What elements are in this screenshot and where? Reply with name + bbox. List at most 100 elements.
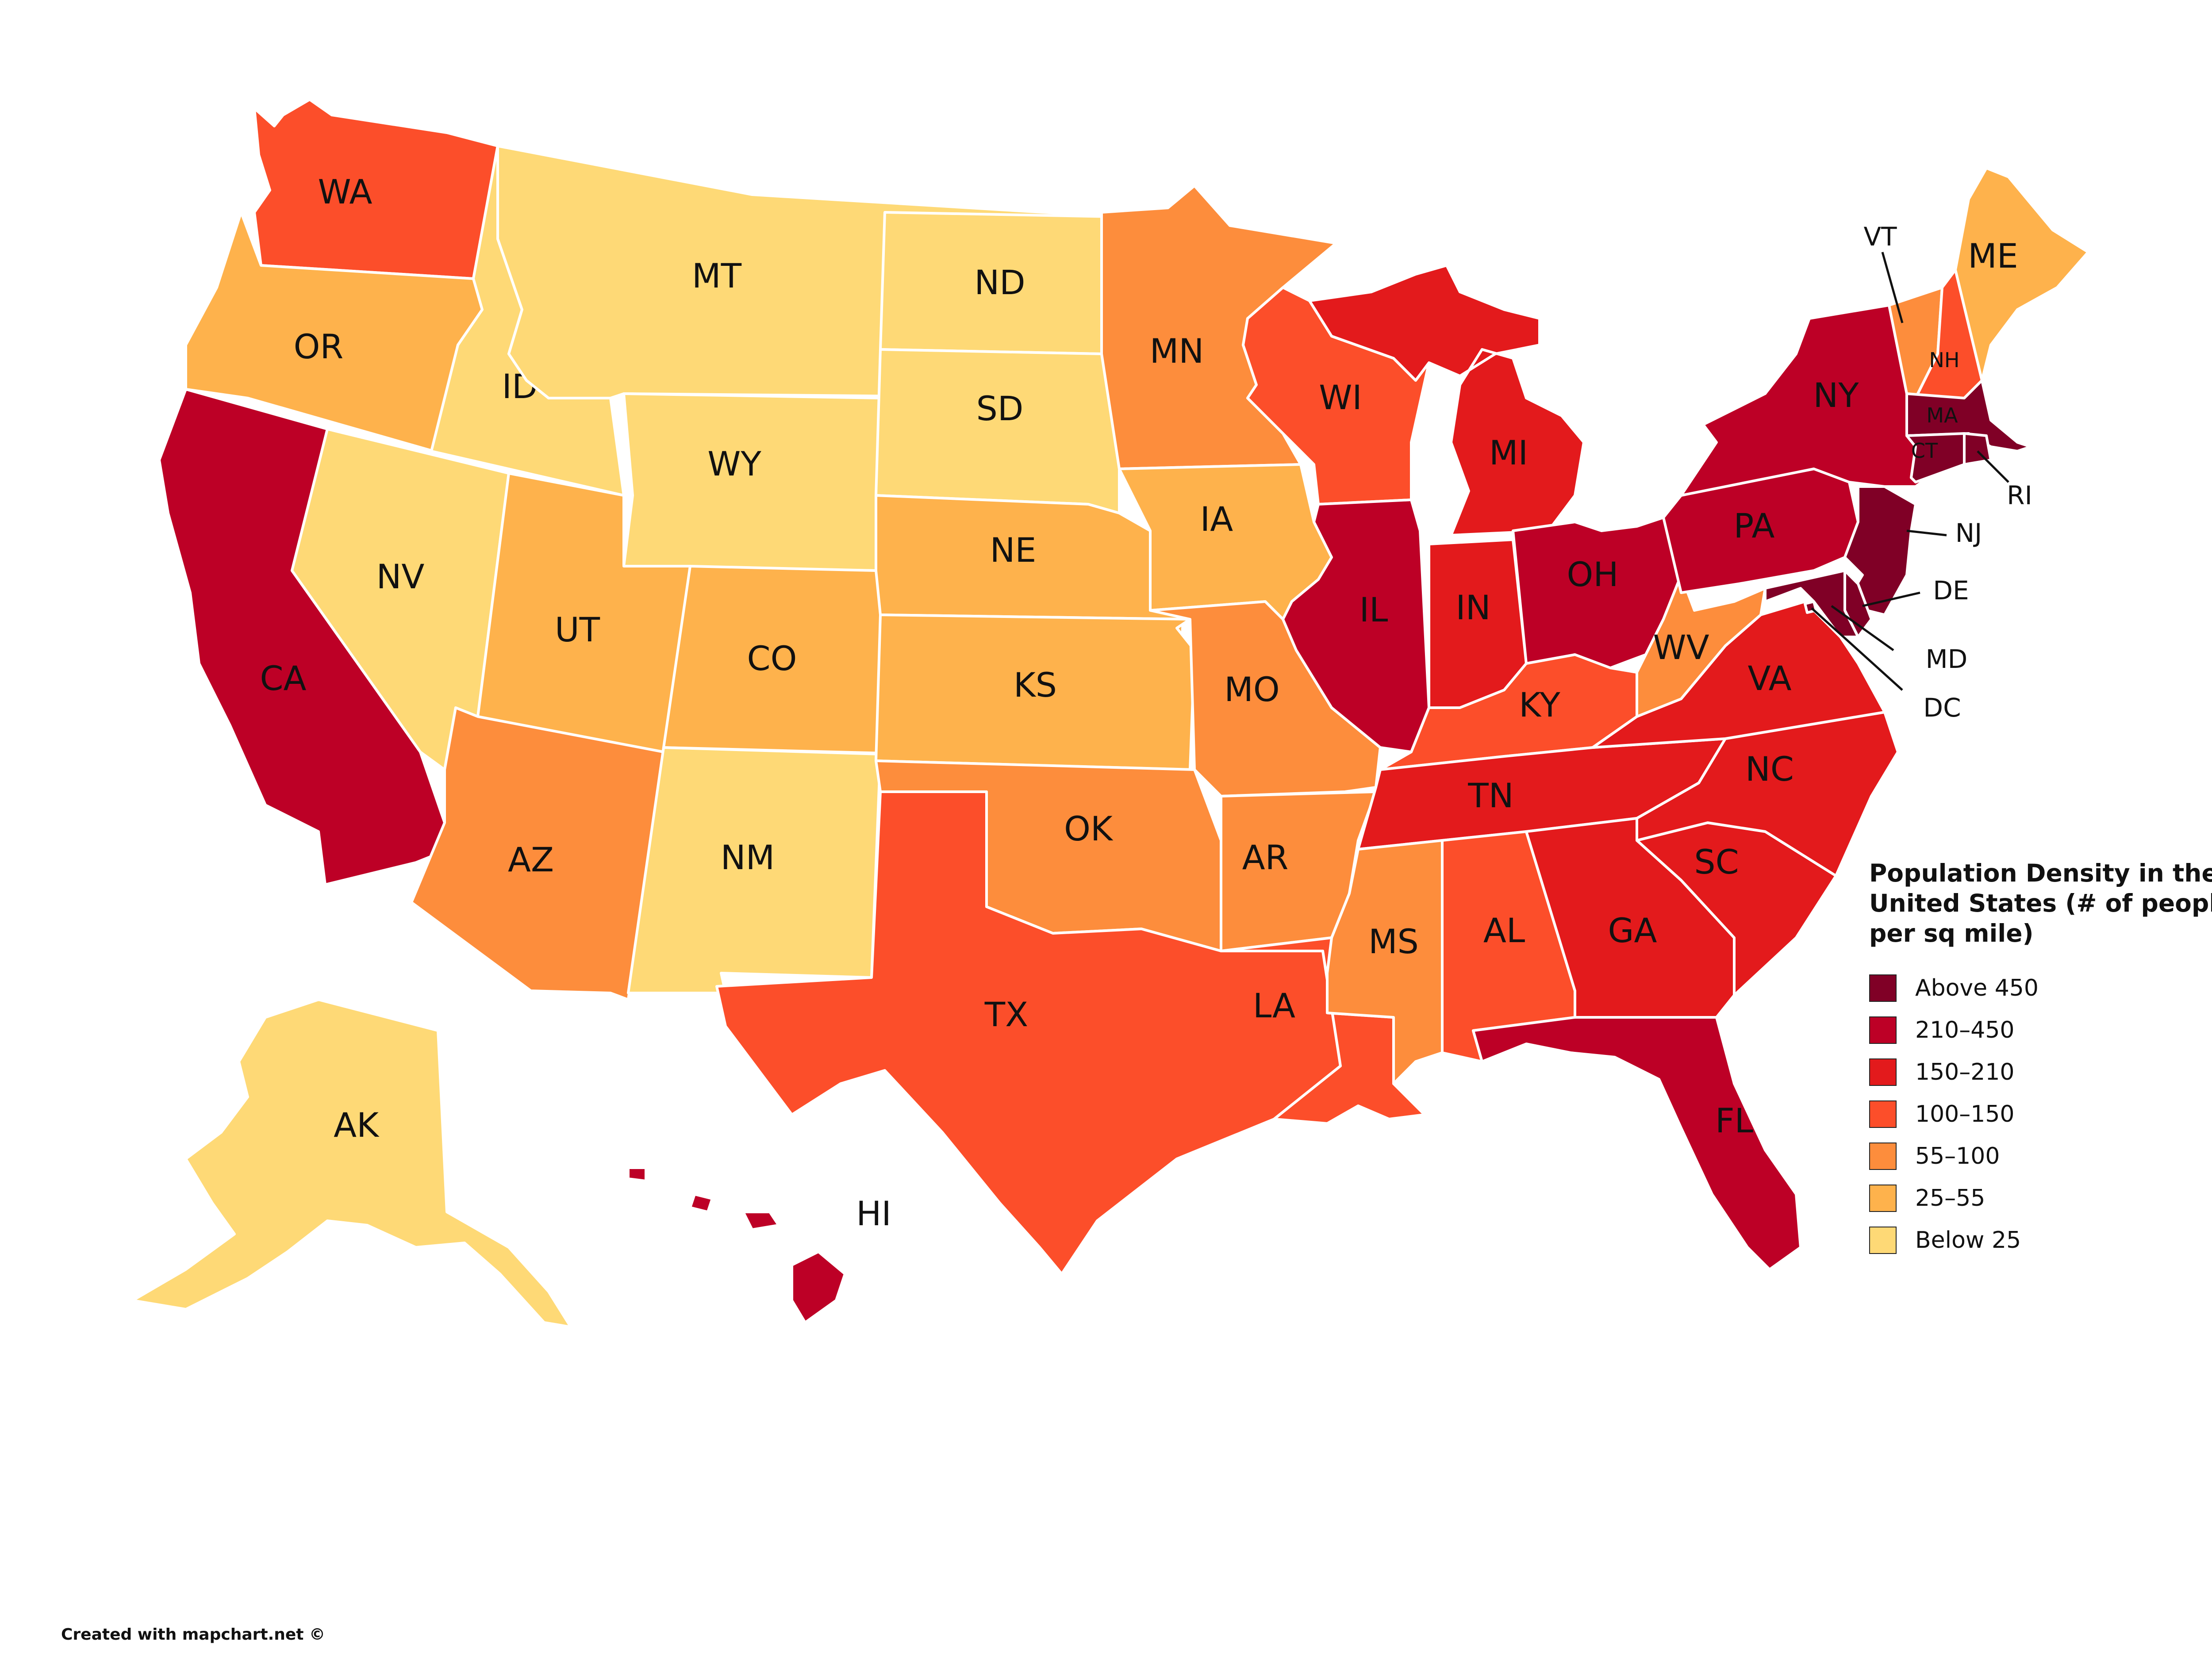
- state-in[interactable]: IN: [1428, 538, 1528, 709]
- state-co-label: CO: [747, 639, 797, 678]
- state-ak-shape: [131, 998, 572, 1328]
- state-md-label: MD: [1926, 644, 1968, 674]
- state-ms-label: MS: [1368, 922, 1419, 961]
- callout-vt: VT: [1863, 222, 1904, 323]
- state-ne-label: NE: [990, 530, 1037, 570]
- state-wi[interactable]: WI: [1242, 286, 1430, 506]
- state-nc[interactable]: NC: [1636, 711, 1899, 877]
- legend-title: Population Density in the United States …: [1869, 859, 2212, 947]
- state-tn-label: TN: [1467, 776, 1513, 815]
- state-ky-label: KY: [1519, 685, 1560, 725]
- state-dc-label: DC: [1923, 693, 1961, 723]
- state-ct[interactable]: CT: [1905, 432, 1966, 483]
- state-nm-label: NM: [721, 838, 775, 877]
- leader-ri: [1977, 450, 2009, 483]
- state-mi-label: MI: [1489, 433, 1528, 472]
- legend-label: 55–100: [1915, 1143, 2000, 1169]
- state-nd[interactable]: ND: [879, 211, 1116, 355]
- state-wa[interactable]: WA: [253, 98, 499, 280]
- state-nj-label: NJ: [1955, 518, 1982, 548]
- legend-swatch: [1869, 1142, 1897, 1170]
- state-wv-shape: [1636, 574, 1767, 718]
- state-hi-shape: [627, 1166, 846, 1324]
- state-mt-label: MT: [692, 256, 742, 295]
- state-mo[interactable]: MO: [1149, 600, 1382, 797]
- state-wa-label: WA: [318, 172, 373, 211]
- state-fl[interactable]: FL: [1472, 1016, 1802, 1271]
- state-me-shape: [1954, 167, 2089, 382]
- state-me-label: ME: [1968, 236, 2018, 276]
- state-wy[interactable]: WY: [622, 392, 882, 572]
- state-in-label: IN: [1455, 588, 1490, 627]
- state-wi-label: WI: [1319, 378, 1362, 417]
- state-mi-shape: [1308, 264, 1585, 537]
- state-az-label: AZ: [508, 840, 554, 879]
- state-la-label: LA: [1253, 986, 1295, 1025]
- state-sd[interactable]: SD: [875, 348, 1121, 514]
- callout-dc: DC: [1811, 607, 1961, 723]
- leader-nj: [1906, 529, 1947, 537]
- state-il[interactable]: IL: [1282, 498, 1430, 753]
- state-mn-label: MN: [1150, 331, 1204, 371]
- state-ut-label: UT: [555, 610, 600, 649]
- legend-item: Above 450: [1869, 967, 2212, 1009]
- state-vt-label: VT: [1863, 222, 1897, 252]
- state-ri-label: RI: [2007, 480, 2032, 510]
- state-fl-label: FL: [1715, 1101, 1753, 1140]
- state-ak[interactable]: AK: [131, 998, 572, 1328]
- state-ks[interactable]: KS: [875, 613, 1196, 771]
- state-nj[interactable]: [1843, 485, 1917, 616]
- state-ne[interactable]: NE: [875, 494, 1191, 621]
- state-de-label: DE: [1933, 575, 1969, 606]
- state-wv[interactable]: WV: [1636, 574, 1767, 718]
- state-ok-label: OK: [1064, 809, 1114, 848]
- state-sd-label: SD: [976, 389, 1024, 428]
- leader-md: [1831, 605, 1894, 652]
- legend-label: Below 25: [1915, 1227, 2021, 1254]
- state-il-label: IL: [1359, 590, 1388, 629]
- legend-label: 210–450: [1915, 1016, 2015, 1043]
- state-sc[interactable]: SC: [1636, 821, 1837, 997]
- map-legend: Population Density in the United States …: [1869, 858, 2212, 1261]
- state-va-label: VA: [1747, 659, 1791, 698]
- legend-item: 150–210: [1869, 1051, 2212, 1093]
- state-tx-label: TX: [984, 995, 1029, 1034]
- state-oh-label: OH: [1567, 555, 1619, 594]
- state-ga-label: GA: [1608, 911, 1657, 950]
- state-il-shape: [1282, 498, 1430, 753]
- state-mo-shape: [1149, 600, 1382, 797]
- state-nv-label: NV: [376, 557, 425, 596]
- state-mi[interactable]: MI: [1308, 264, 1585, 537]
- state-al[interactable]: AL: [1441, 830, 1576, 1063]
- state-nj-shape: [1843, 485, 1917, 616]
- legend-item: 210–450: [1869, 1009, 2212, 1051]
- legend-item: 100–150: [1869, 1093, 2212, 1135]
- state-ct-label: CT: [1911, 439, 1938, 463]
- state-hi-label: HI: [856, 1194, 891, 1233]
- state-nm[interactable]: NM: [627, 746, 882, 994]
- state-ca-label: CA: [260, 659, 306, 698]
- state-ar-label: AR: [1242, 838, 1289, 877]
- legend-label: Above 450: [1915, 974, 2039, 1001]
- state-az[interactable]: AZ: [410, 706, 665, 1001]
- legend-swatch: [1869, 1226, 1897, 1254]
- legend-item: 25–55: [1869, 1177, 2212, 1219]
- leader-dc: [1811, 607, 1903, 691]
- state-sd-shape: [875, 348, 1121, 514]
- leader-de: [1862, 591, 1920, 607]
- state-va[interactable]: VA: [1591, 600, 1886, 749]
- state-ia-label: IA: [1200, 499, 1233, 539]
- state-me[interactable]: ME: [1954, 167, 2089, 382]
- state-fl-shape: [1472, 1016, 1802, 1271]
- state-ny[interactable]: NY: [1680, 304, 1948, 497]
- state-nc-label: NC: [1745, 749, 1794, 789]
- legend-label: 25–55: [1915, 1185, 1985, 1212]
- legend-label: 150–210: [1915, 1058, 2015, 1085]
- state-tx[interactable]: TX: [715, 790, 1342, 1275]
- callout-nj: NJ: [1906, 518, 1982, 548]
- callout-md: MD: [1831, 605, 1968, 674]
- state-hi[interactable]: HI: [627, 1166, 891, 1324]
- state-mn[interactable]: MN: [1100, 184, 1337, 470]
